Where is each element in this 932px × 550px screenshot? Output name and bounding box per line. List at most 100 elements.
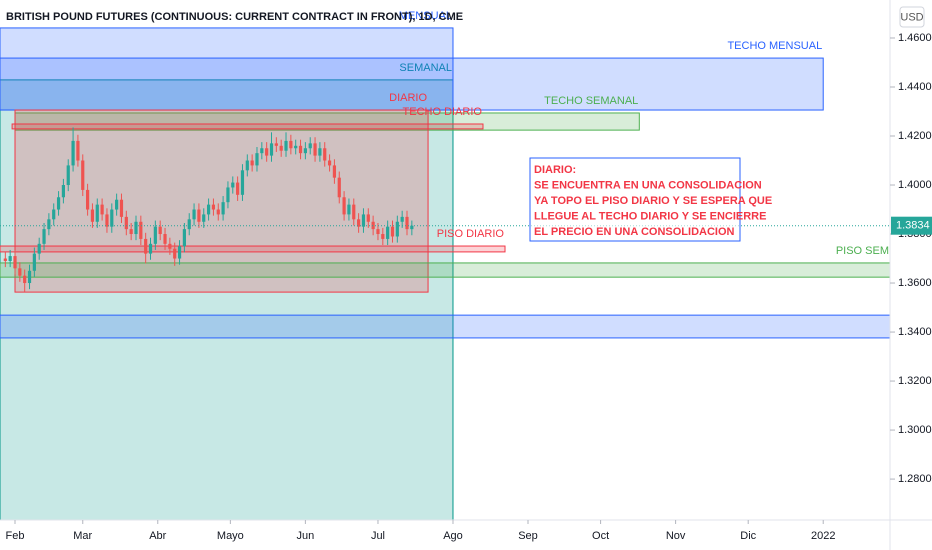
y-tick-label: 1.4600 (898, 32, 932, 44)
candle-body (250, 160, 254, 166)
candle-body (284, 140, 288, 151)
zone-label: DIARIO (389, 92, 427, 104)
candle-body (42, 229, 46, 244)
zone (0, 57, 824, 111)
candle-body (81, 160, 85, 190)
candle-body (381, 234, 385, 239)
x-tick-label: Sep (518, 530, 538, 542)
candle-body (8, 256, 12, 261)
y-tick-label: 1.4200 (898, 130, 932, 142)
candle-body (410, 225, 414, 230)
y-tick-label: 1.2800 (898, 473, 932, 485)
candle-body (71, 140, 75, 166)
zone (0, 27, 454, 111)
candle-body (313, 143, 317, 156)
candle-body (337, 177, 341, 198)
candle-body (352, 204, 356, 220)
candle-body (361, 214, 366, 227)
zone (0, 79, 454, 520)
candle-body (279, 145, 283, 151)
x-tick-label: Feb (6, 530, 25, 542)
zone-label: PISO DIARIO (437, 228, 505, 240)
candle-body (66, 165, 70, 186)
candle-body (390, 226, 395, 237)
candle-body (95, 204, 99, 222)
candle-body (269, 143, 274, 156)
currency-box[interactable] (899, 6, 925, 28)
candle-body (115, 199, 119, 210)
candle-body (61, 185, 65, 198)
candle-body (216, 209, 220, 215)
x-tick-label: Nov (666, 530, 686, 542)
plot-area: SEMANAL MENSUAL TECHO MENSUAL TECHO SEMANAL… (0, 10, 890, 520)
candle-body (37, 243, 41, 254)
candle-body (395, 221, 399, 237)
candle-body (153, 226, 157, 244)
zone (11, 123, 484, 130)
note-line: LLEGUE AL TECHO DIARIO Y SE ENCIERRE (534, 210, 766, 222)
candle-body (308, 143, 312, 149)
note-line: EL PRECIO EN UNA CONSOLIDACION (534, 226, 735, 238)
candle-body (231, 182, 235, 188)
candle-body (52, 209, 56, 220)
candle-body (76, 140, 80, 161)
candle-body (3, 258, 7, 261)
x-tick-label: Dic (740, 530, 756, 542)
note-line: YA TOPO EL PISO DIARIO Y SE ESPERA QUE (534, 195, 772, 207)
candle-body (148, 243, 153, 254)
candle-body (289, 140, 293, 149)
candle-body (357, 219, 361, 227)
candle-body (211, 204, 216, 210)
candle-body (56, 197, 61, 210)
zone (14, 109, 429, 293)
candle-body (400, 216, 404, 222)
candle-body (226, 187, 230, 203)
candle-body (298, 145, 303, 154)
zone-label: SEMANAL (399, 62, 452, 74)
candle-body (206, 204, 211, 215)
x-tick-label: Mar (73, 530, 92, 542)
candle-body (323, 148, 327, 161)
candle-body (124, 216, 128, 230)
candle-body (27, 270, 32, 284)
candle-body (177, 246, 182, 259)
candle-body (182, 229, 186, 247)
zone-label: TECHO DIARIO (403, 106, 483, 118)
candle-body (105, 214, 109, 227)
candle-body (318, 148, 322, 156)
last-price-label: 1.3834 (896, 220, 930, 232)
candle-body (274, 143, 278, 146)
y-tick-label: 1.4000 (898, 179, 932, 191)
x-tick-label: Oct (592, 530, 609, 542)
candle-body (168, 243, 172, 249)
candle-body (18, 268, 22, 276)
y-tick-label: 1.3000 (898, 424, 932, 436)
candle-body (144, 238, 148, 254)
candle-body (197, 209, 201, 222)
zone-label: MENSUAL (399, 10, 452, 22)
last-price-badge (891, 216, 932, 235)
candle-body (260, 148, 264, 154)
candle-body (386, 226, 390, 239)
note-line: DIARIO: (534, 164, 576, 176)
candle-body (139, 221, 143, 239)
y-tick-label: 1.3600 (898, 277, 932, 289)
zone-label: PISO SEM (836, 245, 889, 257)
candle-body (163, 234, 167, 244)
candle-body (187, 219, 191, 230)
candle-body (110, 209, 114, 227)
candle-body (13, 256, 17, 269)
zone-label: TECHO SEMANAL (544, 95, 638, 107)
candle-body (119, 199, 124, 217)
note-line: SE ENCUENTRA EN UNA CONSOLIDACION (534, 179, 762, 191)
candle-body (245, 160, 249, 171)
zone (0, 314, 890, 339)
x-tick-label: Jul (371, 530, 385, 542)
candle-body (173, 248, 177, 259)
candle-body (192, 209, 196, 220)
x-tick-label: 2022 (811, 530, 835, 542)
candle-body (366, 214, 370, 222)
candle-body (376, 229, 380, 235)
